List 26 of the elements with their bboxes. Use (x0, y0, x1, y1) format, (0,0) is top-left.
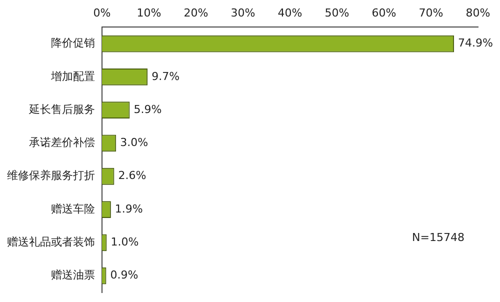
data-label: 1.0% (110, 236, 139, 249)
x-tick-label: 10% (136, 6, 162, 20)
y-tick-label: 赠送油票 (51, 268, 95, 282)
data-label: 1.9% (114, 202, 143, 216)
x-tick-label: 0% (93, 6, 111, 20)
x-tick-label: 60% (372, 6, 396, 20)
x-tick-label: 50% (324, 6, 350, 20)
y-tick-label: 增加配置 (50, 70, 95, 83)
annotation: N=15748 (412, 230, 464, 244)
data-label: 2.6% (118, 169, 146, 182)
x-tick-label: 20% (184, 6, 208, 20)
y-tick-label: 维修保养服务打折 (7, 169, 95, 182)
y-tick-label: 承诺差价补偿 (29, 136, 95, 150)
y-tick-label: 延长售后服务 (28, 102, 95, 116)
y-tick-label: 赠送礼品或者装饰 (7, 236, 95, 249)
x-tick-label: 40% (278, 6, 302, 20)
data-label: 3.0% (120, 136, 148, 150)
x-tick-label: 70% (418, 6, 444, 20)
data-label: 5.9% (134, 102, 162, 116)
y-tick-label: 降价促销 (51, 36, 95, 50)
data-label: 9.7% (152, 70, 180, 83)
x-tick-label: 30% (230, 6, 256, 20)
data-label: 0.9% (110, 268, 138, 282)
x-tick-label: 80% (466, 6, 490, 20)
data-label: 74.9% (458, 36, 493, 50)
y-tick-label: 赠送车险 (51, 202, 95, 216)
